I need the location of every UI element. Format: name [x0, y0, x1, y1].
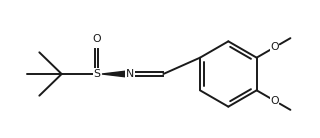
Polygon shape: [102, 71, 126, 77]
Text: O: O: [270, 42, 279, 52]
Text: O: O: [270, 96, 279, 106]
Text: N: N: [126, 69, 134, 79]
Text: S: S: [93, 69, 100, 79]
Text: O: O: [92, 34, 101, 44]
